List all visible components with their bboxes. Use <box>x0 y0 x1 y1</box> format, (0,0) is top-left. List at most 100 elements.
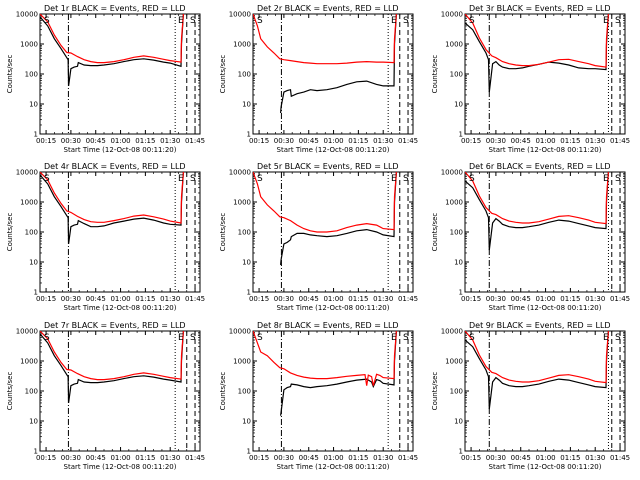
series-line-lld <box>40 14 184 64</box>
series-line-events <box>40 331 184 403</box>
x-tick-label: 00:15 <box>249 454 269 462</box>
y-axis-label: Counts/sec <box>6 372 14 411</box>
x-tick-label: 00:15 <box>461 295 481 303</box>
plot-frame <box>252 171 414 293</box>
x-tick-label: 00:45 <box>86 295 106 303</box>
series-line-lld <box>253 331 397 386</box>
x-axis-label: Start Time (12-Oct-08 00:11:20) <box>489 304 602 312</box>
time-marker-letter: S <box>469 16 475 26</box>
x-tick-label: 01:45 <box>185 137 205 145</box>
series-line-lld <box>253 172 397 233</box>
time-marker-letter: E <box>603 16 609 26</box>
x-tick-label: 01:00 <box>535 295 555 303</box>
series-line-lld <box>465 172 609 225</box>
x-tick-label: 00:45 <box>511 295 531 303</box>
time-marker-letter: S <box>615 174 621 184</box>
time-marker-letter: E <box>178 174 184 184</box>
y-tick-label: 1 <box>34 289 38 297</box>
x-axis-label: Start Time (12-Oct-08 00:11:20) <box>489 146 602 154</box>
x-tick-label: 01:45 <box>398 295 418 303</box>
y-tick-label: 10000 <box>441 11 463 19</box>
x-tick-label: 01:00 <box>535 137 555 145</box>
y-tick-label: 100 <box>25 71 38 79</box>
series-line-lld <box>40 331 184 381</box>
x-tick-label: 01:30 <box>160 295 180 303</box>
panel-3: Det 3r BLACK = Events, RED = LLD 1 10 100 10… <box>431 4 630 154</box>
y-tick-label: 10 <box>29 418 38 426</box>
y-tick-label: 1000 <box>20 358 38 366</box>
panel-6: Det 6r BLACK = Events, RED = LLD 1 10 100 10… <box>431 162 630 312</box>
panel-title: Det 8r BLACK = Events, RED = LLD <box>257 321 399 330</box>
x-tick-label: 01:00 <box>323 295 343 303</box>
time-marker-letter: S <box>44 16 50 26</box>
y-tick-label: 1000 <box>445 199 463 207</box>
y-tick-label: 1000 <box>20 199 38 207</box>
y-tick-label: 1 <box>459 289 463 297</box>
y-tick-label: 10000 <box>229 169 251 177</box>
x-tick-label: 00:15 <box>249 295 269 303</box>
x-tick-label: 00:45 <box>299 295 319 303</box>
time-marker-letter: S <box>403 333 409 343</box>
x-tick-label: 00:30 <box>61 137 81 145</box>
y-tick-label: 100 <box>238 71 251 79</box>
y-tick-label: 10 <box>242 418 251 426</box>
y-tick-label: 1 <box>247 131 251 139</box>
y-tick-label: 1000 <box>445 41 463 49</box>
y-tick-label: 100 <box>25 388 38 396</box>
series-line-lld <box>465 14 609 68</box>
x-tick-label: 00:30 <box>61 454 81 462</box>
panel-title: Det 7r BLACK = Events, RED = LLD <box>44 321 186 330</box>
x-tick-label: 00:30 <box>274 454 294 462</box>
x-tick-label: 01:30 <box>160 454 180 462</box>
x-tick-label: 01:30 <box>585 295 605 303</box>
time-marker-letter: S <box>44 174 50 184</box>
y-tick-label: 1 <box>34 448 38 456</box>
y-tick-label: 1000 <box>233 358 251 366</box>
x-tick-label: 01:15 <box>135 295 155 303</box>
y-tick-label: 1000 <box>233 199 251 207</box>
panel-1: Det 1r BLACK = Events, RED = LLD 1 10 100 10… <box>6 4 205 154</box>
x-tick-label: 00:15 <box>36 137 56 145</box>
y-tick-label: 100 <box>450 229 463 237</box>
y-axis-label: Counts/sec <box>431 55 439 94</box>
time-marker-letter: E <box>603 333 609 343</box>
x-tick-label: 00:45 <box>511 454 531 462</box>
series-line-lld <box>465 331 609 384</box>
x-tick-label: 00:15 <box>249 137 269 145</box>
x-tick-label: 01:15 <box>560 454 580 462</box>
y-tick-label: 1 <box>459 448 463 456</box>
y-tick-label: 10000 <box>441 328 463 336</box>
time-marker-letter: S <box>44 333 50 343</box>
x-tick-label: 00:30 <box>486 454 506 462</box>
y-tick-label: 10 <box>242 259 251 267</box>
x-axis-label: Start Time (12-Oct-08 00:11:20) <box>277 304 390 312</box>
x-tick-label: 00:15 <box>461 454 481 462</box>
time-marker-letter: S <box>469 333 475 343</box>
x-axis-label: Start Time (12-Oct-08 00:11:20) <box>64 463 177 471</box>
x-tick-label: 01:30 <box>373 137 393 145</box>
x-tick-label: 01:15 <box>348 137 368 145</box>
y-tick-label: 100 <box>25 229 38 237</box>
y-tick-label: 10000 <box>16 11 38 19</box>
y-tick-label: 10 <box>242 101 251 109</box>
panel-9: Det 9r BLACK = Events, RED = LLD 1 10 100 10… <box>431 321 630 471</box>
series-line-lld <box>253 14 397 65</box>
y-axis-label: Counts/sec <box>219 372 227 411</box>
panel-4: Det 4r BLACK = Events, RED = LLD 1 10 100 10… <box>6 162 205 312</box>
x-tick-label: 00:15 <box>36 454 56 462</box>
series-line-events <box>465 331 609 410</box>
y-tick-label: 1 <box>34 131 38 139</box>
y-tick-label: 1 <box>459 131 463 139</box>
y-tick-label: 100 <box>450 71 463 79</box>
panel-title: Det 6r BLACK = Events, RED = LLD <box>469 162 611 171</box>
x-tick-label: 01:45 <box>185 295 205 303</box>
x-tick-label: 01:30 <box>585 137 605 145</box>
y-tick-label: 10 <box>454 101 463 109</box>
y-tick-label: 1000 <box>233 41 251 49</box>
x-tick-label: 00:45 <box>511 137 531 145</box>
y-tick-label: 1 <box>247 448 251 456</box>
x-tick-label: 01:45 <box>610 454 630 462</box>
y-tick-label: 10 <box>29 101 38 109</box>
time-marker-letter: E <box>391 174 397 184</box>
